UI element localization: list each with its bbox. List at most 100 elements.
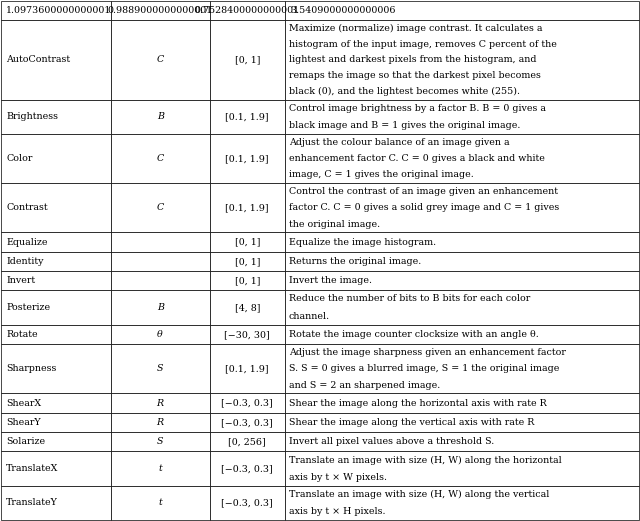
Text: 3.5409000000000006: 3.5409000000000006: [290, 6, 396, 15]
Text: [−0.3, 0.3]: [−0.3, 0.3]: [221, 399, 273, 407]
Text: C: C: [157, 55, 164, 65]
Bar: [1, 100, 111, 134]
Bar: [210, 290, 285, 325]
Bar: [210, 1, 285, 20]
Text: [0.1, 1.9]: [0.1, 1.9]: [225, 203, 269, 212]
Bar: [285, 134, 639, 183]
Text: B: B: [157, 303, 164, 312]
Text: S: S: [157, 437, 163, 446]
Text: Adjust the colour balance of an image given a: Adjust the colour balance of an image gi…: [289, 138, 509, 146]
Bar: [210, 344, 285, 393]
Bar: [111, 413, 210, 432]
Text: TranslateX: TranslateX: [6, 464, 58, 473]
Bar: [210, 393, 285, 413]
Text: Equalize the image histogram.: Equalize the image histogram.: [289, 238, 436, 246]
Bar: [285, 252, 639, 271]
Bar: [285, 20, 639, 100]
Bar: [210, 432, 285, 451]
Text: [0.1, 1.9]: [0.1, 1.9]: [225, 364, 269, 373]
Bar: [1, 271, 111, 290]
Bar: [111, 20, 210, 100]
Text: Sharpness: Sharpness: [6, 364, 56, 373]
Text: ShearY: ShearY: [6, 418, 40, 427]
Text: C: C: [157, 154, 164, 163]
Text: [4, 8]: [4, 8]: [234, 303, 260, 312]
Text: the original image.: the original image.: [289, 220, 380, 229]
Text: [0, 1]: [0, 1]: [234, 238, 260, 246]
Text: B: B: [157, 112, 164, 121]
Bar: [1, 290, 111, 325]
Text: t: t: [158, 499, 162, 507]
Text: factor C. C = 0 gives a solid grey image and C = 1 gives: factor C. C = 0 gives a solid grey image…: [289, 203, 559, 212]
Bar: [285, 344, 639, 393]
Bar: [111, 134, 210, 183]
Text: Control image brightness by a factor B. B = 0 gives a: Control image brightness by a factor B. …: [289, 104, 546, 113]
Text: R: R: [157, 418, 164, 427]
Bar: [1, 232, 111, 252]
Text: [−30, 30]: [−30, 30]: [225, 330, 270, 339]
Bar: [285, 183, 639, 232]
Bar: [111, 325, 210, 344]
Text: [0, 256]: [0, 256]: [228, 437, 266, 446]
Bar: [285, 432, 639, 451]
Text: Maximize (normalize) image contrast. It calculates a: Maximize (normalize) image contrast. It …: [289, 23, 543, 33]
Bar: [1, 134, 111, 183]
Text: S: S: [157, 364, 163, 373]
Bar: [111, 393, 210, 413]
Bar: [210, 134, 285, 183]
Text: Solarize: Solarize: [6, 437, 45, 446]
Bar: [285, 451, 639, 486]
Bar: [285, 232, 639, 252]
Bar: [285, 290, 639, 325]
Text: [−0.3, 0.3]: [−0.3, 0.3]: [221, 499, 273, 507]
Bar: [111, 432, 210, 451]
Text: channel.: channel.: [289, 312, 330, 320]
Bar: [1, 325, 111, 344]
Text: Control the contrast of an image given an enhancement: Control the contrast of an image given a…: [289, 187, 558, 196]
Text: Returns the original image.: Returns the original image.: [289, 257, 421, 266]
Text: Invert: Invert: [6, 276, 35, 285]
Bar: [1, 393, 111, 413]
Bar: [111, 451, 210, 486]
Bar: [1, 413, 111, 432]
Text: S. S = 0 gives a blurred image, S = 1 the original image: S. S = 0 gives a blurred image, S = 1 th…: [289, 364, 559, 373]
Bar: [285, 325, 639, 344]
Text: Invert the image.: Invert the image.: [289, 276, 372, 285]
Bar: [285, 271, 639, 290]
Text: Reduce the number of bits to B bits for each color: Reduce the number of bits to B bits for …: [289, 294, 530, 304]
Text: Invert all pixel values above a threshold S.: Invert all pixel values above a threshol…: [289, 437, 494, 446]
Text: R: R: [157, 399, 164, 407]
Bar: [1, 432, 111, 451]
Text: Translate an image with size (H, W) along the horizontal: Translate an image with size (H, W) alon…: [289, 455, 562, 465]
Bar: [111, 232, 210, 252]
Text: Identity: Identity: [6, 257, 44, 266]
Bar: [210, 20, 285, 100]
Bar: [111, 183, 210, 232]
Bar: [111, 271, 210, 290]
Text: Translate an image with size (H, W) along the vertical: Translate an image with size (H, W) alon…: [289, 490, 549, 499]
Text: Brightness: Brightness: [6, 112, 58, 121]
Text: t: t: [158, 464, 162, 473]
Bar: [285, 1, 639, 20]
Bar: [285, 393, 639, 413]
Text: [−0.3, 0.3]: [−0.3, 0.3]: [221, 418, 273, 427]
Text: AutoContrast: AutoContrast: [6, 55, 70, 65]
Text: black image and B = 1 gives the original image.: black image and B = 1 gives the original…: [289, 121, 520, 130]
Text: Equalize: Equalize: [6, 238, 47, 246]
Text: [0, 1]: [0, 1]: [234, 55, 260, 65]
Text: [0.1, 1.9]: [0.1, 1.9]: [225, 154, 269, 163]
Bar: [210, 451, 285, 486]
Text: 0.9889000000000001: 0.9889000000000001: [108, 6, 213, 15]
Bar: [111, 1, 210, 20]
Bar: [285, 413, 639, 432]
Text: [0, 1]: [0, 1]: [234, 276, 260, 285]
Text: axis by t × W pixels.: axis by t × W pixels.: [289, 473, 387, 481]
Text: ShearX: ShearX: [6, 399, 41, 407]
Bar: [1, 451, 111, 486]
Text: Color: Color: [6, 154, 33, 163]
Bar: [210, 232, 285, 252]
Text: 1.0973600000000001: 1.0973600000000001: [6, 6, 111, 15]
Bar: [210, 271, 285, 290]
Bar: [1, 344, 111, 393]
Bar: [210, 413, 285, 432]
